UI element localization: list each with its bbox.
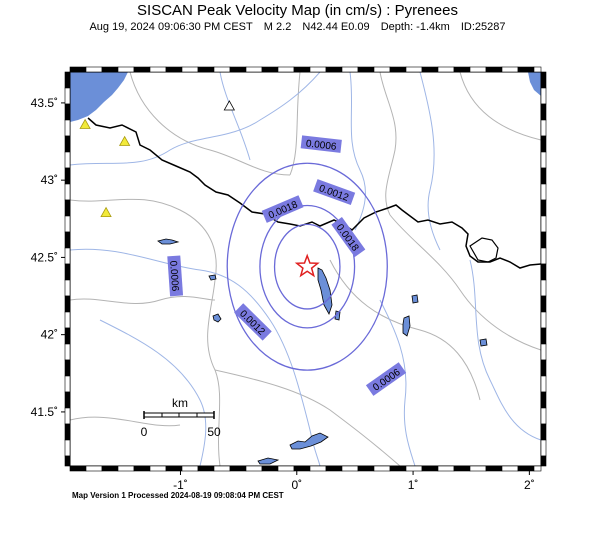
contour-label-box bbox=[234, 303, 272, 341]
contour-label-box bbox=[331, 217, 366, 258]
station-triangle-icon[interactable] bbox=[79, 118, 91, 129]
lon-tick-label: -1˚ bbox=[173, 478, 188, 492]
contour-label-box bbox=[300, 135, 342, 153]
contour-label-box bbox=[365, 362, 407, 396]
lon-tick-label: 0˚ bbox=[291, 478, 302, 492]
lon-tick-label: 2˚ bbox=[524, 478, 535, 492]
event-location: N42.44 E0.09 bbox=[302, 21, 370, 33]
contour-line bbox=[226, 162, 388, 371]
map-subtitle: Aug 19, 2024 09:06:30 PM CEST M 2.2 N42.… bbox=[0, 21, 595, 33]
epicenter-layer bbox=[294, 253, 320, 278]
contour-label-box bbox=[313, 179, 356, 205]
scale-end: 50 bbox=[207, 425, 221, 439]
contour-label-box bbox=[261, 195, 304, 223]
station-markers bbox=[79, 100, 236, 218]
contour-line bbox=[273, 223, 341, 310]
contour-line bbox=[259, 204, 356, 329]
lat-tick-label: 41.5˚ bbox=[31, 405, 58, 419]
station-triangle-icon[interactable] bbox=[100, 206, 112, 218]
event-date: Aug 19, 2024 09:06:30 PM CEST bbox=[89, 21, 253, 33]
scale-unit: km bbox=[172, 396, 188, 410]
event-magnitude: M 2.2 bbox=[263, 21, 292, 33]
event-id: ID:25287 bbox=[460, 21, 506, 33]
contour-label: 0.0006 bbox=[300, 135, 342, 153]
lon-tick-label: 1˚ bbox=[408, 478, 419, 492]
map-title: SISCAN Peak Velocity Map (in cm/s) : Pyr… bbox=[137, 2, 458, 19]
contour-label-box bbox=[167, 255, 184, 297]
event-depth: Depth: -1.4km bbox=[380, 21, 450, 33]
lat-tick-label: 43.5˚ bbox=[31, 96, 58, 110]
map-footer: Map Version 1 Processed 2024-08-19 09:08… bbox=[72, 491, 284, 500]
station-triangle-icon[interactable] bbox=[118, 135, 131, 146]
scale-bar: km 0 50 bbox=[141, 396, 221, 439]
contour-label-text: 0.0006 bbox=[167, 260, 180, 292]
contour-group bbox=[226, 162, 388, 371]
province-boundaries bbox=[70, 72, 541, 466]
station-triangle-icon[interactable] bbox=[223, 100, 236, 111]
lat-tick-label: 42˚ bbox=[41, 328, 58, 342]
epicenter-star-icon[interactable] bbox=[294, 253, 320, 278]
contour-label-text: 0.0006 bbox=[305, 138, 337, 152]
lat-tick-label: 43˚ bbox=[41, 173, 58, 187]
lat-tick-label: 42.5˚ bbox=[31, 250, 58, 264]
contour-label: 0.0006 bbox=[167, 255, 184, 297]
map-layers: 0.00060.00120.00180.00180.00060.00120.00… bbox=[70, 72, 541, 466]
reservoirs bbox=[157, 238, 488, 465]
frame-ticks bbox=[64, 66, 547, 472]
axis-labels: -1˚ 0˚ 1˚ 2˚ 43.5˚ 43˚ 42.5˚ 42˚ 41.5˚ bbox=[31, 96, 535, 492]
rivers bbox=[70, 72, 541, 466]
andorra-border bbox=[469, 237, 499, 263]
sea-area bbox=[70, 72, 128, 122]
sea-area bbox=[528, 72, 541, 96]
scale-start: 0 bbox=[141, 425, 148, 439]
